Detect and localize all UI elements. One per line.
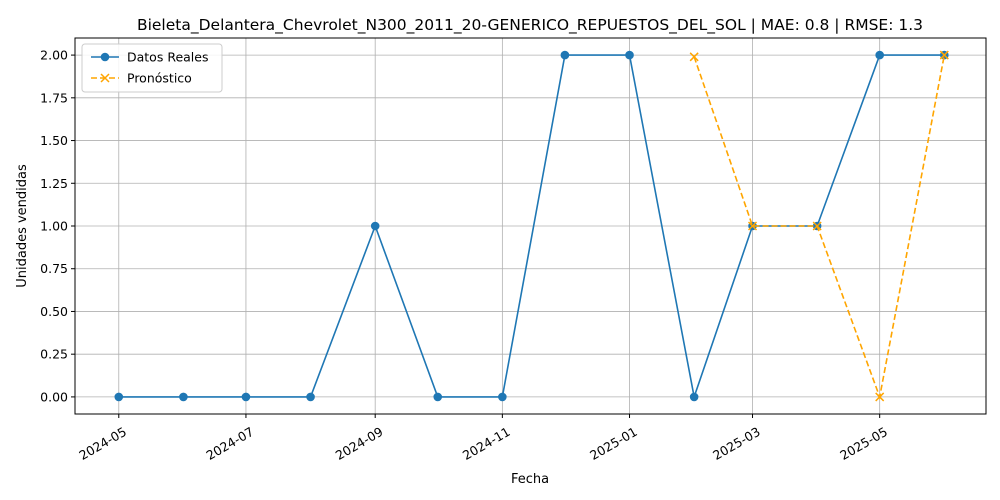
data-point [179, 392, 188, 402]
y-tick-label: 1.25 [40, 176, 68, 191]
legend-item: Pronóstico [91, 71, 192, 86]
chart-title: Bieleta_Delantera_Chevrolet_N300_2011_20… [137, 16, 923, 35]
data-point [560, 50, 570, 60]
data-point [114, 392, 124, 402]
legend-label: Pronóstico [127, 71, 192, 86]
legend-item: Datos Reales [91, 50, 208, 65]
x-tick-label: 2025-01 [587, 424, 640, 463]
x-axis-title: Fecha [511, 472, 549, 487]
x-axis-ticks: 2024-05 2024-07 2024-09 2024-11 2025-01 2025-… [76, 414, 890, 463]
data-point [875, 50, 884, 60]
y-tick-label: 1.75 [40, 90, 68, 105]
y-tick-label: 0.50 [40, 304, 68, 319]
data-point [939, 50, 949, 60]
y-tick-label: 1.00 [40, 219, 68, 234]
data-point [498, 392, 507, 402]
series-line [118, 54, 945, 401]
x-tick-label: 2025-03 [710, 424, 763, 463]
x-tick-label: 2024-11 [460, 424, 513, 463]
data-point [433, 392, 443, 402]
data-point [689, 52, 699, 62]
y-tick-label: 1.50 [40, 133, 68, 148]
legend-box [81, 43, 223, 93]
grid [75, 38, 986, 414]
data-point [875, 392, 885, 402]
y-axis-ticks: 0.00 0.25 0.50 0.75 1.00 1.25 1.50 1.75 2.00 [40, 48, 75, 404]
y-tick-label: 0.75 [40, 261, 68, 276]
data-point [689, 392, 699, 402]
x-tick-label: 2024-09 [333, 424, 386, 463]
data-point [370, 221, 380, 231]
legend: Datos Reales Pronóstico [81, 43, 223, 93]
y-tick-label: 0.00 [40, 389, 68, 404]
y-tick-label: 0.25 [40, 347, 68, 362]
data-point [241, 392, 251, 402]
x-tick-label: 2024-07 [204, 424, 257, 463]
data-point [625, 50, 634, 60]
x-tick-label: 2024-05 [76, 424, 129, 463]
legend-label: Datos Reales [127, 50, 208, 65]
legend-marker [100, 52, 110, 62]
legend-marker [100, 73, 110, 83]
series-forecast [689, 50, 949, 402]
y-tick-label: 2.00 [40, 48, 68, 63]
data-point [306, 392, 315, 402]
x-tick-label: 2025-05 [837, 424, 890, 463]
data-point [812, 221, 822, 231]
plot-series [114, 50, 949, 402]
data-point [747, 221, 758, 231]
y-axis-title: Unidades vendidas [15, 164, 30, 288]
